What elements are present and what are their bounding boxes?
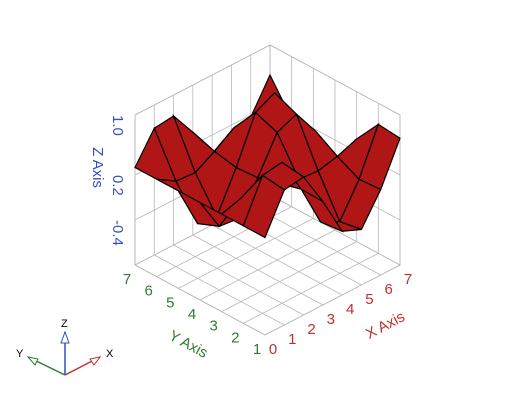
- z-tick-label: 0.2: [109, 175, 126, 196]
- triad-z-arrow: [60, 330, 70, 344]
- x-tick-label: 5: [365, 291, 373, 308]
- y-axis-title: Y Axis: [166, 327, 211, 361]
- triad-x-label: X: [106, 348, 114, 360]
- y-tick-label: 5: [166, 294, 174, 311]
- y-tick-label: 3: [209, 318, 217, 335]
- grid-line: [269, 44, 401, 116]
- x-axis-title: X Axis: [363, 308, 408, 343]
- x-tick-label: 4: [346, 301, 354, 318]
- grid-line: [221, 241, 357, 313]
- y-tick-label: 6: [144, 283, 152, 300]
- triad-z-label: Z: [61, 318, 68, 330]
- x-tick-label: 6: [385, 281, 393, 298]
- grid-line: [264, 264, 401, 336]
- x-tick-label: 3: [327, 311, 335, 328]
- grid-line: [134, 44, 271, 116]
- triad-x-arrow: [89, 356, 102, 366]
- y-tick-label: 7: [123, 271, 131, 288]
- grid-line: [199, 229, 336, 301]
- grid-line: [178, 217, 314, 289]
- x-tick-label: 0: [269, 341, 277, 358]
- z-axis-title: Z Axis: [89, 147, 106, 188]
- z-tick-label: 1.0: [109, 115, 126, 136]
- y-tick-label: 1: [253, 341, 261, 358]
- y-tick-label: 4: [188, 306, 196, 323]
- triad-y-arrow: [26, 356, 39, 366]
- x-tick-label: 7: [404, 271, 412, 288]
- axis-triad: X Y Z: [16, 318, 114, 376]
- y-tick-label: 2: [231, 329, 239, 346]
- triad-y-label: Y: [16, 348, 24, 360]
- x-tick-label: 1: [288, 331, 296, 348]
- surface-patch: [242, 174, 286, 239]
- x-tick-label: 2: [307, 321, 315, 338]
- z-tick-label: -0.4: [109, 220, 126, 246]
- grid-line: [243, 252, 379, 324]
